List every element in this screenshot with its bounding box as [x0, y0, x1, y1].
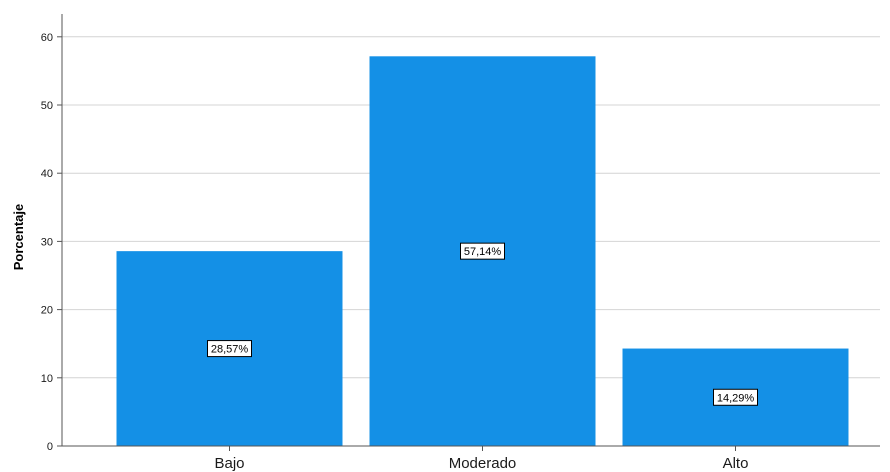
data-label-text: 28,57%: [211, 344, 249, 356]
data-label-text: 14,29%: [717, 392, 755, 404]
y-tick-label: 60: [41, 32, 53, 44]
x-tick-label-bajo: Bajo: [214, 455, 244, 472]
y-tick-label: 30: [41, 236, 53, 248]
data-label-box: [460, 242, 505, 260]
x-tick-label-alto: Alto: [723, 455, 749, 472]
y-tick-label: 40: [41, 168, 53, 180]
y-tick-label: 0: [47, 441, 53, 453]
x-tick-label-moderado: Moderado: [449, 455, 517, 472]
y-tick-label: 10: [41, 373, 53, 385]
y-tick-label: 50: [41, 100, 53, 112]
y-axis-title: Porcentaje: [11, 204, 26, 270]
axes: [61, 14, 880, 447]
data-label-moderado: 57,14%: [460, 242, 505, 260]
data-label-bajo: 28,57%: [207, 340, 252, 358]
x-tick-labels: Bajo Moderado Alto: [214, 446, 748, 472]
data-label-alto: 14,29%: [713, 388, 758, 406]
data-label-box: [207, 340, 252, 358]
y-tick-label: 20: [41, 305, 53, 317]
data-label-text: 57,14%: [464, 246, 502, 258]
data-label-box: [713, 388, 758, 406]
y-tick-labels: 0 10 20 30 40 50 60: [41, 32, 62, 453]
data-labels: 28,57% 57,14% 14,29%: [207, 242, 758, 406]
